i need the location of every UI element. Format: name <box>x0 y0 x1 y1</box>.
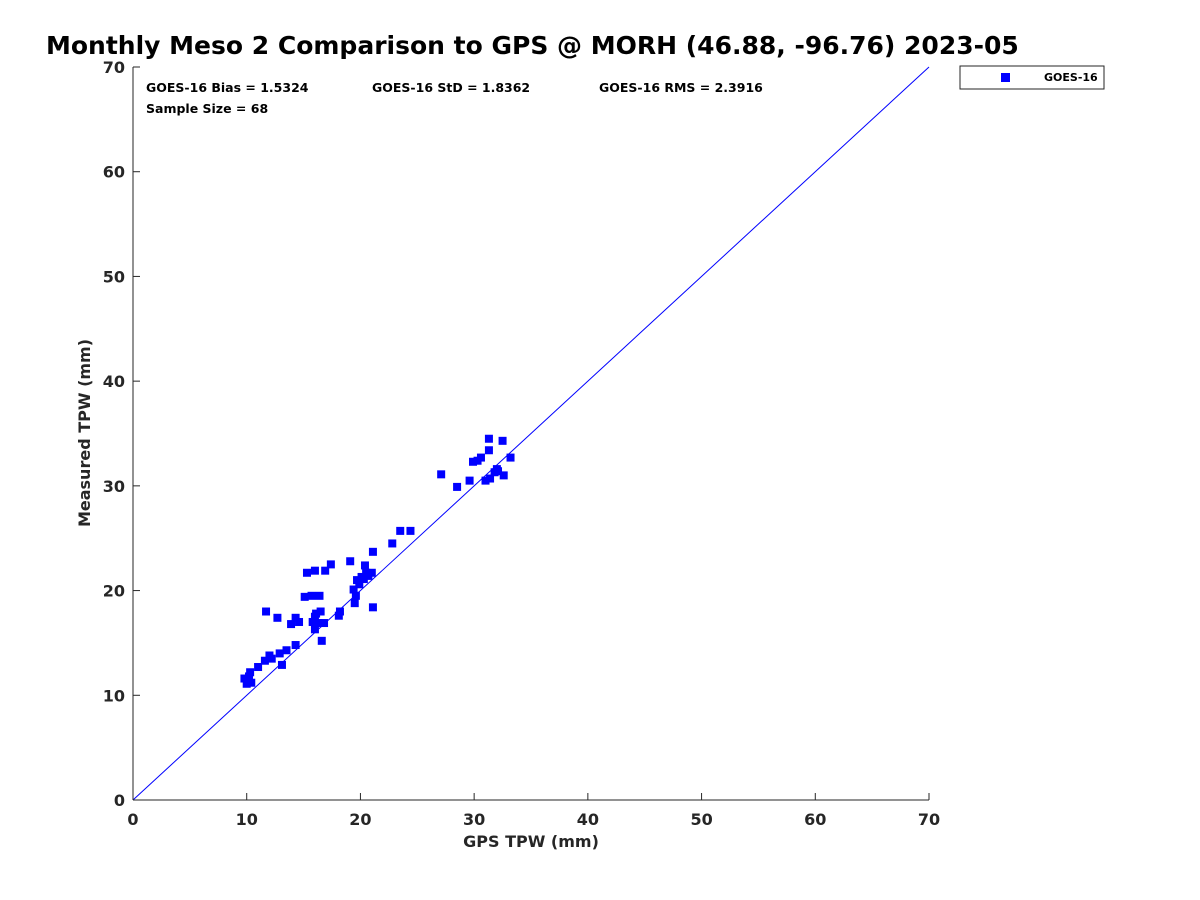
data-point <box>291 641 300 650</box>
y-tick-label: 70 <box>103 58 125 77</box>
data-point <box>282 646 291 655</box>
y-tick-label: 10 <box>103 686 125 705</box>
x-tick-label: 10 <box>236 810 258 829</box>
data-point <box>246 668 255 677</box>
data-point <box>312 609 321 618</box>
data-point <box>481 476 490 485</box>
data-point <box>321 566 330 575</box>
data-point <box>469 457 478 466</box>
sample-size-annotation: Sample Size = 68 <box>146 101 268 116</box>
data-point <box>353 576 362 585</box>
data-point <box>494 467 503 476</box>
data-point <box>499 471 508 480</box>
data-point <box>346 557 355 566</box>
data-point <box>368 547 377 556</box>
x-tick-label: 30 <box>463 810 485 829</box>
data-point <box>273 613 282 622</box>
data-point <box>260 656 269 665</box>
data-point <box>262 607 271 616</box>
axes: 0 10 20 30 40 50 60 70 0 10 20 30 40 50 60 70 <box>103 58 940 829</box>
data-point <box>242 679 251 688</box>
data-point <box>302 568 311 577</box>
y-tick-label: 40 <box>103 372 125 391</box>
data-point <box>287 620 296 629</box>
data-point <box>308 617 317 626</box>
y-axis-ticks: 0 10 20 30 40 50 60 70 <box>103 58 140 810</box>
data-point <box>320 619 329 628</box>
data-point <box>317 636 326 645</box>
data-point <box>254 663 263 672</box>
data-point <box>314 619 323 628</box>
legend-marker-goes16 <box>1001 73 1010 82</box>
data-point <box>367 568 376 577</box>
data-point <box>335 607 344 616</box>
data-point <box>240 674 249 683</box>
data-point <box>310 566 319 575</box>
x-tick-label: 50 <box>690 810 712 829</box>
data-point <box>351 591 360 600</box>
data-point <box>453 482 462 491</box>
y-tick-label: 0 <box>114 791 125 810</box>
data-point <box>437 470 446 479</box>
data-point <box>498 436 507 445</box>
x-tick-label: 70 <box>918 810 940 829</box>
data-point <box>300 592 309 601</box>
data-point <box>396 526 405 535</box>
data-point <box>484 446 493 455</box>
data-point <box>506 453 515 462</box>
x-tick-label: 60 <box>804 810 826 829</box>
x-axis-ticks: 0 10 20 30 40 50 60 70 <box>127 793 940 829</box>
x-tick-label: 40 <box>577 810 599 829</box>
y-tick-label: 60 <box>103 163 125 182</box>
y-tick-label: 30 <box>103 477 125 496</box>
std-annotation: GOES-16 StD = 1.8362 <box>372 80 530 95</box>
data-point <box>315 591 324 600</box>
data-point <box>244 672 253 681</box>
data-point <box>307 591 316 600</box>
data-point <box>406 526 415 535</box>
chart-title: Monthly Meso 2 Comparison to GPS @ MORH … <box>46 31 1019 60</box>
data-point <box>355 580 364 589</box>
data-point <box>349 585 358 594</box>
data-point <box>484 434 493 443</box>
data-point <box>334 611 343 620</box>
data-point <box>310 625 319 634</box>
plot-area <box>132 66 930 801</box>
data-points <box>240 434 515 688</box>
data-point <box>275 649 284 658</box>
legend: GOES-16 <box>959 65 1105 90</box>
data-point <box>277 660 286 669</box>
data-point <box>316 607 325 616</box>
data-point <box>291 613 300 622</box>
data-point <box>350 599 359 608</box>
legend-box <box>959 65 1105 90</box>
data-point <box>388 539 397 548</box>
y-tick-label: 20 <box>103 582 125 601</box>
data-point <box>486 474 495 483</box>
bias-annotation: GOES-16 Bias = 1.5324 <box>146 80 309 95</box>
data-point <box>295 617 304 626</box>
y-axis-label: Measured TPW (mm) <box>75 339 94 527</box>
data-point <box>326 560 335 569</box>
data-point <box>247 678 256 687</box>
data-point <box>368 603 377 612</box>
x-tick-label: 0 <box>127 810 138 829</box>
data-point <box>359 575 368 584</box>
y-tick-label: 50 <box>103 267 125 286</box>
rms-annotation: GOES-16 RMS = 2.3916 <box>599 80 763 95</box>
data-point <box>267 654 276 663</box>
data-point <box>476 453 485 462</box>
one-to-one-line <box>132 66 930 801</box>
data-point <box>360 561 369 570</box>
x-tick-label: 20 <box>349 810 371 829</box>
stats-annotations: GOES-16 Bias = 1.5324 GOES-16 StD = 1.83… <box>146 80 763 116</box>
data-point <box>465 476 474 485</box>
x-axis-label: GPS TPW (mm) <box>463 832 599 851</box>
legend-label-goes16: GOES-16 <box>1044 71 1098 84</box>
